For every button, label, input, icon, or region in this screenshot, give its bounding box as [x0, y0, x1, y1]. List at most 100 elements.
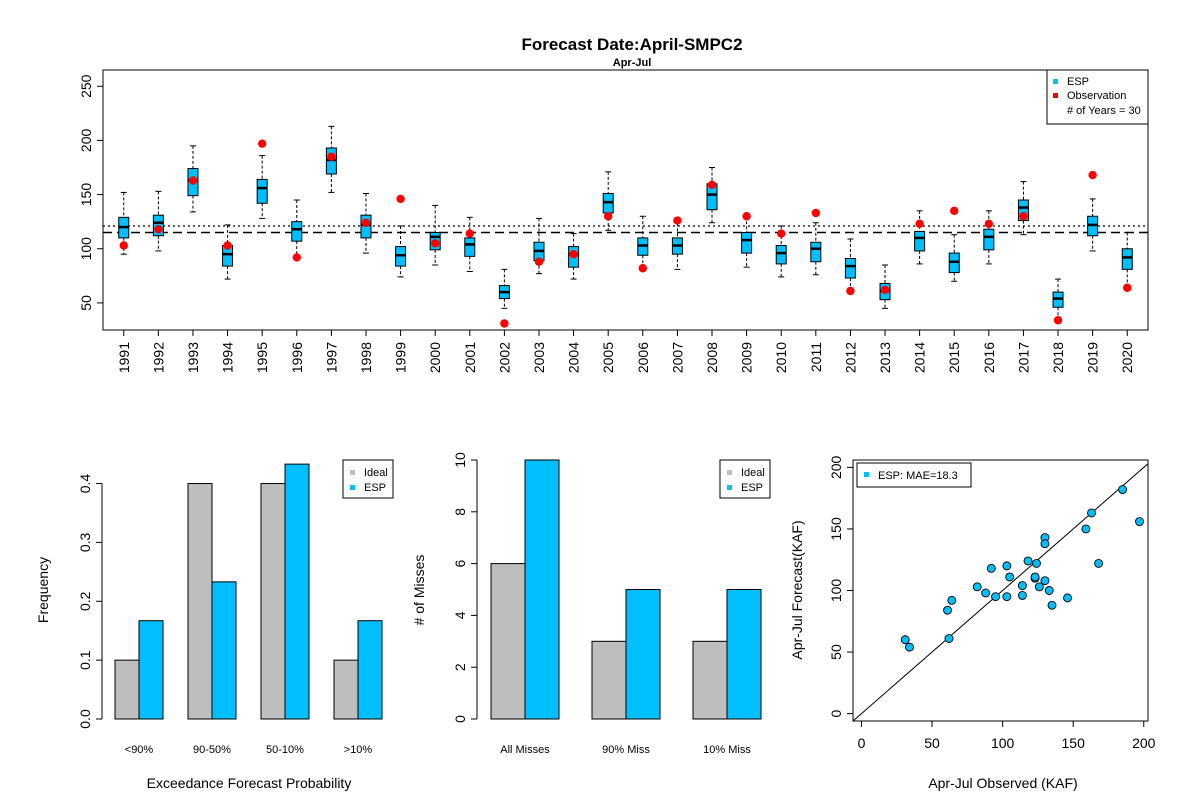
observation-point-2007	[673, 216, 682, 225]
x-tick-label: 2003	[531, 342, 547, 373]
ideal-bar-0	[490, 563, 526, 720]
ideal-bar-3	[333, 659, 359, 720]
chart-subtitle: Apr-Jul	[613, 57, 652, 69]
ideal-bar-1	[187, 483, 213, 720]
scatter-point-8	[1063, 593, 1072, 603]
y-tick-label: 0	[828, 710, 844, 718]
x-tick-label: 1997	[323, 342, 339, 373]
esp-bar-1	[625, 589, 661, 720]
observation-point-1998	[361, 218, 371, 227]
y-tick-label: 100	[78, 237, 94, 261]
scatter-point-26	[1040, 539, 1050, 549]
scatter-point-20	[1044, 586, 1054, 595]
y-tick-label: 0.3	[77, 532, 93, 552]
observation-point-2001	[465, 229, 474, 238]
legend-mae-label: ESP: MAE=18.3	[878, 470, 958, 482]
x-tick-label: 2012	[842, 342, 858, 373]
x-tick-label: 2013	[877, 342, 893, 373]
x-tick-label: 2009	[739, 342, 755, 373]
y-tick-label: 8	[452, 508, 468, 516]
esp-box-2009	[741, 232, 753, 254]
x-tick-label: 1999	[393, 342, 409, 373]
observation-point-1994	[223, 241, 232, 250]
y-tick-label: 50	[78, 295, 94, 311]
x-tick-label: 2001	[462, 342, 478, 373]
x-tick-label: 0	[858, 735, 866, 751]
legend-esp-swatch	[350, 485, 355, 490]
scatter-point-10	[1017, 581, 1027, 591]
x-tick-label: 50	[924, 735, 940, 751]
x-tick-label: 2004	[566, 342, 582, 373]
observation-point-1999	[396, 194, 405, 204]
esp-bar-0	[138, 620, 164, 720]
legend-ideal-label: Ideal	[364, 467, 388, 479]
x-tick-label: 200	[1132, 735, 1156, 751]
legend-observation-swatch	[1053, 93, 1058, 98]
scatter-point-9	[1005, 572, 1015, 582]
legend-box	[719, 459, 771, 499]
scatter-point-12	[981, 588, 991, 598]
scatter-point-16	[1034, 582, 1044, 592]
y-tick-label: 0.2	[77, 591, 93, 611]
observation-point-1997	[327, 152, 336, 161]
observation-point-2009	[742, 212, 751, 221]
observation-point-2011	[811, 208, 821, 218]
ideal-bar-0	[114, 659, 140, 720]
frequency-panel: 0.0 0.1 0.2 0.3 0.4 <90% 90-50% 50-10% >10% Ideal…	[77, 459, 394, 756]
category-label: >10%	[344, 744, 373, 756]
y-tick-label: 250	[78, 74, 94, 98]
legend-box	[342, 459, 394, 499]
observation-point-2012	[846, 286, 855, 296]
legend-esp-label: ESP	[1067, 76, 1089, 88]
x-tick-label: 1995	[254, 342, 270, 373]
observation-point-2014	[915, 219, 924, 229]
y-tick-label: 150	[78, 183, 94, 207]
legend-esp-label: ESP	[364, 482, 386, 494]
esp-box-2010	[775, 245, 787, 265]
esp-box-2017	[1017, 199, 1029, 222]
scatter-ylabel: Apr-Jul Forecast(KAF)	[789, 520, 805, 659]
x-tick-label: 2018	[1050, 342, 1066, 373]
category-label: 90% Miss	[602, 744, 650, 756]
y-tick-label: 2	[452, 663, 468, 671]
x-tick-label: 2007	[669, 342, 685, 373]
one-to-one-line	[852, 463, 1149, 722]
x-tick-label: 2011	[808, 342, 824, 372]
observation-point-1996	[292, 253, 301, 262]
x-tick-label: 1991	[116, 342, 132, 373]
observation-point-2006	[638, 264, 648, 273]
scatter-point-15	[972, 582, 982, 592]
miss-ylabel: # of Misses	[411, 555, 427, 626]
legend-ideal-swatch	[727, 470, 732, 475]
x-tick-label: 150	[1062, 735, 1086, 751]
esp-box-2020	[1121, 248, 1133, 270]
observation-point-2005	[603, 212, 613, 221]
observation-point-1993	[188, 176, 198, 185]
observation-point-2002	[500, 319, 509, 328]
category-label: 90-50%	[193, 744, 231, 756]
scatter-point-25	[1030, 572, 1040, 582]
y-tick-label: 200	[828, 455, 844, 479]
esp-box-2011	[810, 241, 822, 263]
esp-box-2016	[983, 228, 995, 251]
scatter-point-24	[1047, 600, 1057, 610]
legend-ideal-swatch	[350, 470, 355, 475]
scatter-xlabel: Apr-Jul Observed (KAF)	[928, 775, 1077, 791]
x-tick-label: 1992	[150, 342, 166, 373]
legend-ideal-label: Ideal	[741, 467, 765, 479]
scatter-point-7	[1032, 558, 1041, 568]
observation-point-2013	[880, 285, 890, 295]
x-tick-label: 2016	[981, 342, 997, 373]
y-tick-label: 10	[452, 452, 468, 468]
esp-bar-0	[524, 459, 560, 720]
scatter-point-21	[943, 605, 953, 615]
observation-point-2010	[777, 229, 786, 238]
x-tick-label: 2000	[427, 342, 443, 373]
observation-point-2015	[950, 206, 959, 216]
y-tick-label: 4	[452, 611, 468, 619]
plot-frame	[102, 69, 1149, 331]
x-tick-label: 2005	[600, 342, 616, 373]
y-tick-label: 6	[452, 559, 468, 567]
category-label: <90%	[125, 744, 154, 756]
